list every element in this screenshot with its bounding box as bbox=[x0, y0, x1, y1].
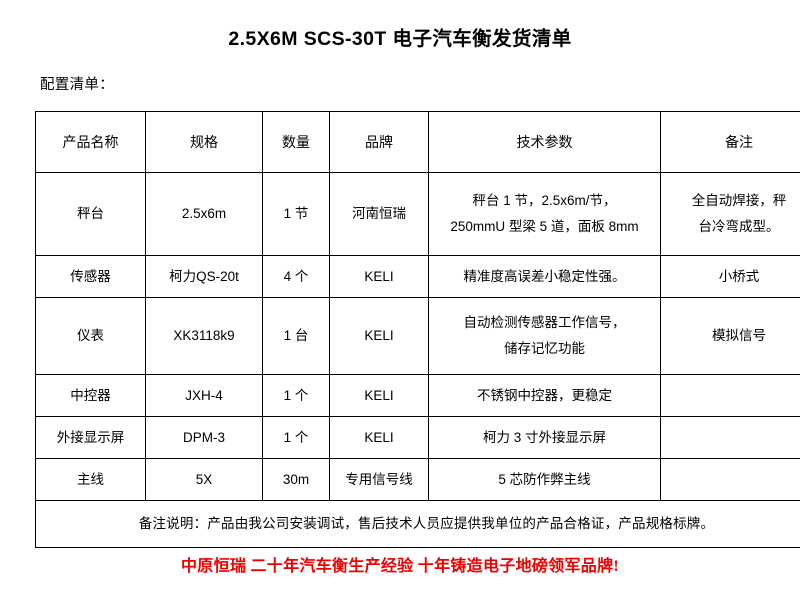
cell-tech-params-line1: 秤台 1 节，2.5x6m/节， bbox=[472, 193, 617, 209]
footer-note: 备注说明：产品由我公司安装调试，售后技术人员应提供我单位的产品合格证，产品规格标… bbox=[35, 500, 800, 548]
cell-tech-params-line2: 储存记忆功能 bbox=[504, 341, 585, 356]
cell-spec: 5X bbox=[145, 458, 263, 501]
cell-product-name: 秤台 bbox=[35, 172, 146, 256]
table-header-row: 产品名称 规格 数量 品牌 技术参数 备注 bbox=[35, 111, 800, 173]
cell-quantity: 1 个 bbox=[262, 374, 330, 417]
header-quantity: 数量 bbox=[262, 111, 330, 173]
cell-quantity: 1 个 bbox=[262, 416, 330, 459]
cell-tech-params: 不锈钢中控器，更稳定 bbox=[428, 374, 661, 417]
cell-remarks bbox=[660, 458, 800, 501]
cell-tech-params: 精准度高误差小稳定性强。 bbox=[428, 255, 661, 298]
cell-spec: DPM-3 bbox=[145, 416, 263, 459]
cell-tech-params: 柯力 3 寸外接显示屏 bbox=[428, 416, 661, 459]
cell-product-name: 传感器 bbox=[35, 255, 146, 298]
cell-remarks-line2: 台冷弯成型。 bbox=[698, 219, 780, 234]
cell-brand: 专用信号线 bbox=[329, 458, 429, 501]
company-slogan: 中原恒瑞 二十年汽车衡生产经验 十年铸造电子地磅领军品牌! bbox=[180, 558, 620, 575]
cell-product-name: 外接显示屏 bbox=[35, 416, 146, 459]
cell-quantity: 30m bbox=[262, 458, 330, 501]
cell-tech-params: 秤台 1 节，2.5x6m/节， 250mmU 型梁 5 道，面板 8mm bbox=[428, 172, 661, 256]
cell-remarks-line1: 全自动焊接，秤 bbox=[691, 193, 787, 209]
cell-remarks bbox=[660, 374, 800, 417]
cell-quantity: 4 个 bbox=[262, 255, 330, 298]
header-remarks: 备注 bbox=[660, 111, 800, 173]
header-tech-params: 技术参数 bbox=[428, 111, 661, 173]
cell-product-name: 中控器 bbox=[35, 374, 146, 417]
table-row: 传感器 柯力QS-20t 4 个 KELI 精准度高误差小稳定性强。 小桥式 bbox=[35, 255, 800, 298]
cell-spec: XK3118k9 bbox=[145, 297, 263, 375]
spec-table: 产品名称 规格 数量 品牌 技术参数 备注 秤台 2.5x6m 1 节 河南恒瑞… bbox=[35, 111, 800, 548]
cell-brand: KELI bbox=[329, 416, 429, 459]
header-spec: 规格 bbox=[145, 111, 263, 173]
config-list-label: 配置清单： bbox=[40, 77, 114, 93]
cell-quantity: 1 节 bbox=[262, 172, 330, 256]
cell-remarks: 全自动焊接，秤 台冷弯成型。 bbox=[660, 172, 800, 256]
cell-remarks: 模拟信号 bbox=[660, 297, 800, 375]
cell-spec: 柯力QS-20t bbox=[145, 255, 263, 298]
table-row: 中控器 JXH-4 1 个 KELI 不锈钢中控器，更稳定 bbox=[35, 374, 800, 417]
cell-brand: KELI bbox=[329, 255, 429, 298]
page-title: 2.5X6M SCS-30T 电子汽车衡发货清单 bbox=[228, 28, 572, 50]
cell-quantity: 1 台 bbox=[262, 297, 330, 375]
table-row: 秤台 2.5x6m 1 节 河南恒瑞 秤台 1 节，2.5x6m/节， 250m… bbox=[35, 172, 800, 256]
table-row: 主线 5X 30m 专用信号线 5 芯防作弊主线 bbox=[35, 458, 800, 501]
spec-table-wrapper: 产品名称 规格 数量 品牌 技术参数 备注 秤台 2.5x6m 1 节 河南恒瑞… bbox=[35, 111, 800, 548]
header-product-name: 产品名称 bbox=[35, 111, 146, 173]
cell-remarks: 小桥式 bbox=[660, 255, 800, 298]
cell-brand: KELI bbox=[329, 374, 429, 417]
cell-spec: 2.5x6m bbox=[145, 172, 263, 256]
table-row: 仪表 XK3118k9 1 台 KELI 自动检测传感器工作信号， 储存记忆功能… bbox=[35, 297, 800, 375]
header-brand: 品牌 bbox=[329, 111, 429, 173]
table-row: 外接显示屏 DPM-3 1 个 KELI 柯力 3 寸外接显示屏 bbox=[35, 416, 800, 459]
cell-product-name: 仪表 bbox=[35, 297, 146, 375]
cell-brand: 河南恒瑞 bbox=[329, 172, 429, 256]
cell-tech-params-line2: 250mmU 型梁 5 道，面板 8mm bbox=[450, 219, 639, 234]
cell-spec: JXH-4 bbox=[145, 374, 263, 417]
cell-product-name: 主线 bbox=[35, 458, 146, 501]
cell-tech-params: 5 芯防作弊主线 bbox=[428, 458, 661, 501]
cell-tech-params-line1: 自动检测传感器工作信号， bbox=[463, 315, 626, 331]
cell-remarks bbox=[660, 416, 800, 459]
table-footer-note-row: 备注说明：产品由我公司安装调试，售后技术人员应提供我单位的产品合格证，产品规格标… bbox=[35, 500, 800, 548]
cell-brand: KELI bbox=[329, 297, 429, 375]
cell-tech-params: 自动检测传感器工作信号， 储存记忆功能 bbox=[428, 297, 661, 375]
